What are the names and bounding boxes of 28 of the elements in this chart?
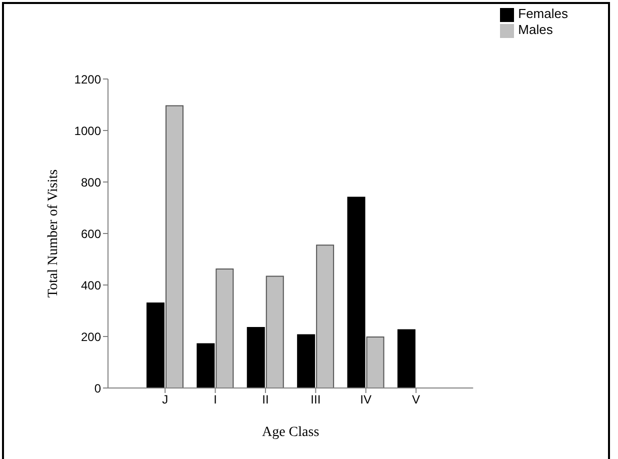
y-tick-label: 0 <box>94 381 102 396</box>
bar <box>366 336 384 388</box>
bar <box>266 276 284 388</box>
legend-label: Females <box>518 6 568 21</box>
bar <box>196 343 215 388</box>
x-tick-label: I <box>214 392 217 407</box>
x-tick-label: II <box>262 392 269 407</box>
y-tick-label: 200 <box>80 330 102 344</box>
y-tick-label: 1000 <box>74 124 102 138</box>
y-tick-label: 1200 <box>74 72 102 86</box>
bar <box>166 105 184 388</box>
bar <box>216 268 234 388</box>
x-tick-label: J <box>162 392 168 407</box>
bar <box>397 329 416 388</box>
bar <box>246 326 265 388</box>
x-tick-label: V <box>412 392 420 407</box>
legend-label: Males <box>518 22 553 37</box>
bar <box>347 196 366 388</box>
bar <box>297 334 316 388</box>
x-tick-label: III <box>310 392 321 407</box>
y-tick-label: 600 <box>80 226 102 241</box>
y-axis-title: Total Number of Visits <box>46 169 61 298</box>
x-tick-label: IV <box>360 392 372 407</box>
x-axis-title: Age Class <box>262 425 320 440</box>
y-tick-label: 400 <box>80 278 102 292</box>
bar <box>146 302 164 388</box>
y-tick-label: 800 <box>80 175 102 190</box>
bar <box>316 244 334 388</box>
